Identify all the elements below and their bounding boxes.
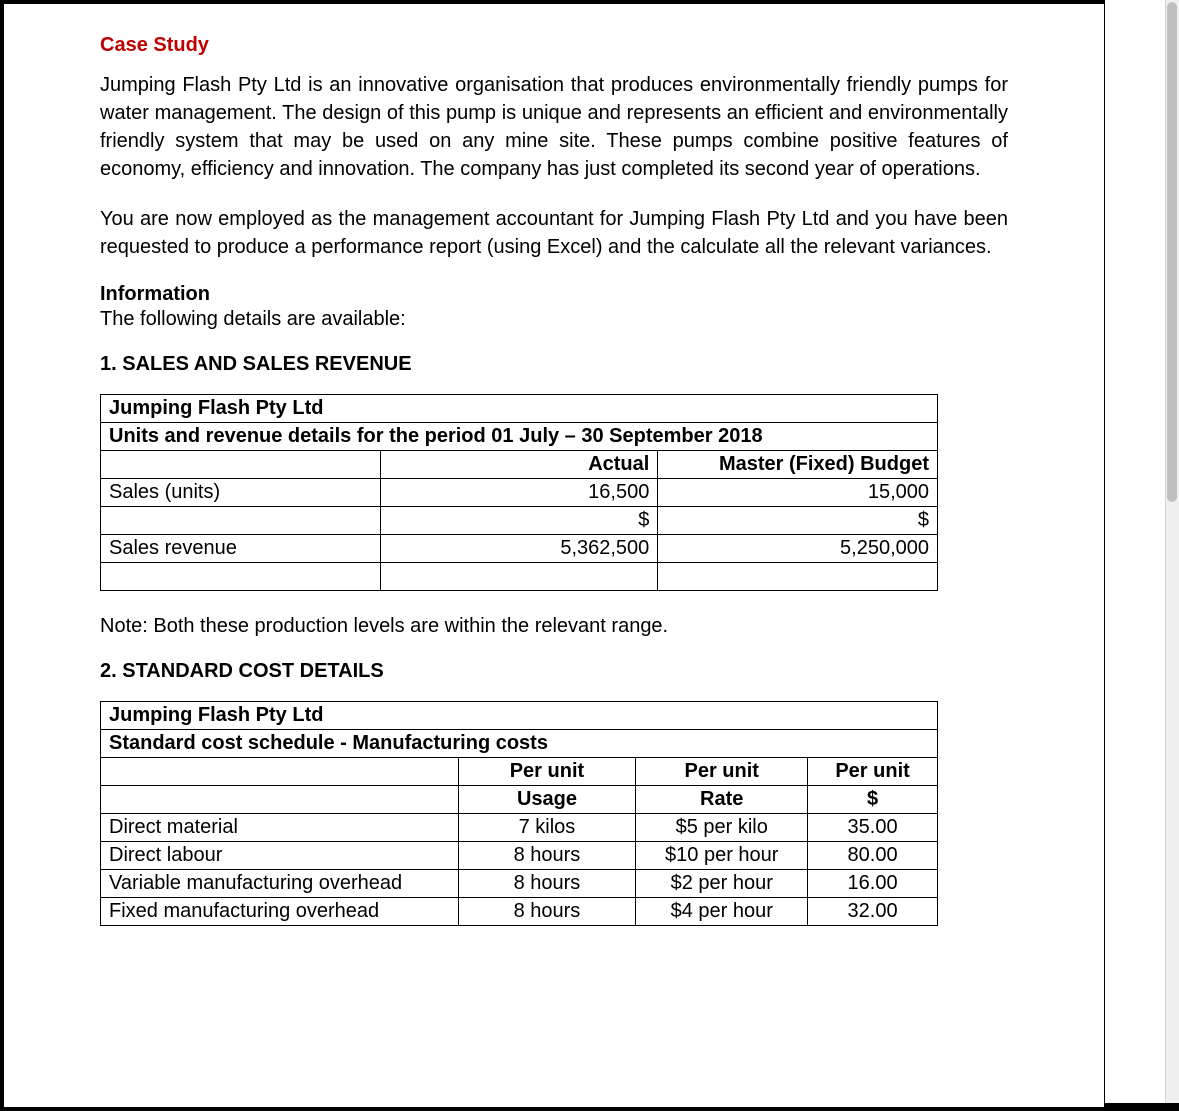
table-row: Jumping Flash Pty Ltd	[101, 702, 938, 730]
table-row: Jumping Flash Pty Ltd	[101, 395, 938, 423]
note-text: Note: Both these production levels are w…	[100, 615, 1008, 638]
table-cell	[101, 563, 381, 591]
table-header-per-unit: Per unit	[808, 758, 938, 786]
information-subtext: The following details are available:	[100, 308, 1008, 331]
table-cell-value: $2 per hour	[636, 870, 808, 898]
vertical-scrollbar-thumb[interactable]	[1167, 2, 1177, 502]
table-company-name: Jumping Flash Pty Ltd	[101, 702, 938, 730]
table-row: Sales (units) 16,500 15,000	[101, 479, 938, 507]
information-heading: Information	[100, 283, 1008, 306]
table-row	[101, 563, 938, 591]
case-study-heading: Case Study	[100, 34, 1008, 57]
table-row: Units and revenue details for the period…	[101, 423, 938, 451]
table-cell-value: 15,000	[658, 479, 938, 507]
intro-paragraph-1: Jumping Flash Pty Ltd is an innovative o…	[100, 71, 1008, 183]
table-cell-value: 32.00	[808, 898, 938, 926]
table-cell	[101, 786, 459, 814]
table-subtitle: Standard cost schedule - Manufacturing c…	[101, 730, 938, 758]
table-header-actual: Actual	[380, 451, 658, 479]
table-cell-value: $5 per kilo	[636, 814, 808, 842]
table-row: Usage Rate $	[101, 786, 938, 814]
intro-paragraph-2: You are now employed as the management a…	[100, 205, 1008, 261]
table-cell-value: $4 per hour	[636, 898, 808, 926]
table-header-per-unit: Per unit	[458, 758, 636, 786]
sales-revenue-table: Jumping Flash Pty Ltd Units and revenue …	[100, 394, 938, 591]
table-cell-value: 16,500	[380, 479, 658, 507]
section-2-heading: 2. STANDARD COST DETAILS	[100, 660, 1008, 683]
table-row: Sales revenue 5,362,500 5,250,000	[101, 535, 938, 563]
table-row: Standard cost schedule - Manufacturing c…	[101, 730, 938, 758]
table-cell-label: Sales revenue	[101, 535, 381, 563]
table-cell-value: 8 hours	[458, 870, 636, 898]
table-company-name: Jumping Flash Pty Ltd	[101, 395, 938, 423]
table-cell	[380, 563, 658, 591]
table-cell-value: $	[658, 507, 938, 535]
table-header-rate: Rate	[636, 786, 808, 814]
table-cell	[101, 507, 381, 535]
table-row: Actual Master (Fixed) Budget	[101, 451, 938, 479]
table-header-per-unit: Per unit	[636, 758, 808, 786]
vertical-scrollbar-track[interactable]	[1165, 0, 1179, 1103]
table-cell-value: 35.00	[808, 814, 938, 842]
table-subtitle: Units and revenue details for the period…	[101, 423, 938, 451]
table-header-budget: Master (Fixed) Budget	[658, 451, 938, 479]
table-cell	[101, 451, 381, 479]
table-row: Direct labour8 hours$10 per hour80.00	[101, 842, 938, 870]
table-cell-label: Variable manufacturing overhead	[101, 870, 459, 898]
table-header-dollar: $	[808, 786, 938, 814]
table-row: $ $	[101, 507, 938, 535]
table-cell-value: $	[380, 507, 658, 535]
table-row: Direct material7 kilos$5 per kilo35.00	[101, 814, 938, 842]
table-cell-label: Fixed manufacturing overhead	[101, 898, 459, 926]
table-cell	[658, 563, 938, 591]
standard-cost-table: Jumping Flash Pty Ltd Standard cost sche…	[100, 701, 938, 926]
table-cell-value: 80.00	[808, 842, 938, 870]
table-cell-value: 16.00	[808, 870, 938, 898]
table-cell-label: Direct material	[101, 814, 459, 842]
table-cell-value: $10 per hour	[636, 842, 808, 870]
table-cell	[101, 758, 459, 786]
table-cell-value: 8 hours	[458, 842, 636, 870]
page-margin	[1105, 0, 1165, 1103]
table-cell-value: 5,250,000	[658, 535, 938, 563]
section-1-heading: 1. SALES AND SALES REVENUE	[100, 353, 1008, 376]
table-cell-value: 7 kilos	[458, 814, 636, 842]
table-cell-value: 5,362,500	[380, 535, 658, 563]
table-row: Fixed manufacturing overhead8 hours$4 pe…	[101, 898, 938, 926]
table-cell-label: Direct labour	[101, 842, 459, 870]
table-cell-value: 8 hours	[458, 898, 636, 926]
table-row: Variable manufacturing overhead8 hours$2…	[101, 870, 938, 898]
table-cell-label: Sales (units)	[101, 479, 381, 507]
table-row: Per unit Per unit Per unit	[101, 758, 938, 786]
table-header-usage: Usage	[458, 786, 636, 814]
document-page: Case Study Jumping Flash Pty Ltd is an i…	[4, 4, 1104, 1107]
